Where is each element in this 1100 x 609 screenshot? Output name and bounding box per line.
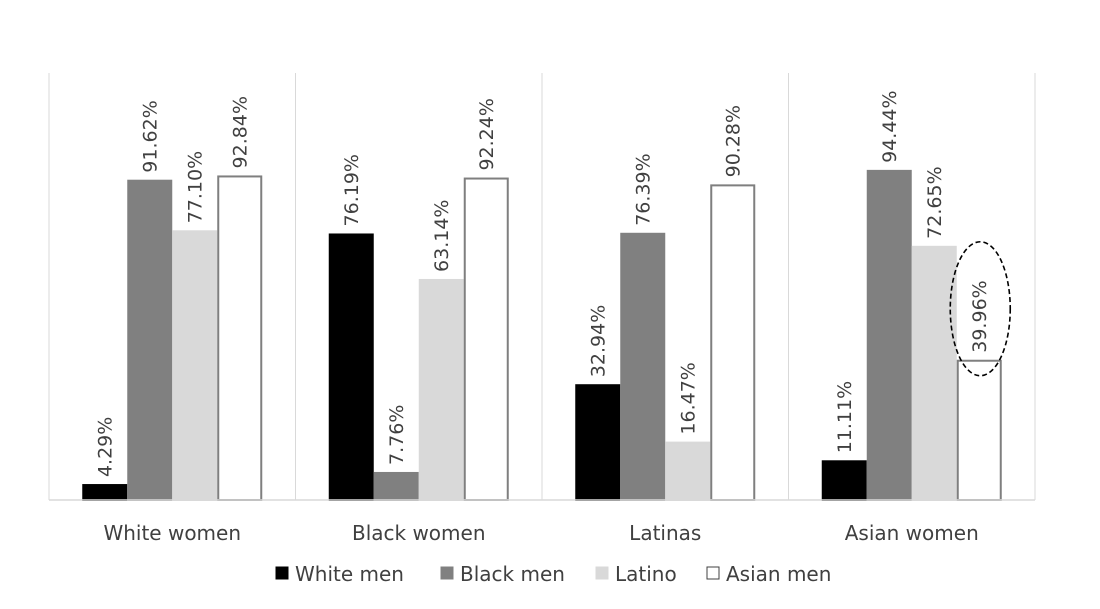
- legend-swatch: [275, 566, 289, 580]
- data-label: 94.44%: [879, 90, 901, 162]
- bar: [821, 460, 867, 501]
- legend-swatch: [440, 566, 454, 580]
- data-label: 16.47%: [678, 362, 700, 434]
- legend-label: White men: [295, 562, 404, 586]
- x-tick-label: Latinas: [629, 521, 701, 545]
- bar: [172, 230, 218, 502]
- x-tick-label: Asian women: [845, 521, 979, 545]
- data-label: 32.94%: [588, 305, 610, 377]
- legend-swatch: [595, 566, 609, 580]
- legend-label: Black men: [460, 562, 565, 586]
- legend-label: Latino: [615, 562, 677, 586]
- data-label: 92.24%: [476, 98, 498, 170]
- bar: [866, 169, 912, 502]
- data-label: 91.62%: [140, 100, 162, 172]
- x-tick-label: White women: [103, 521, 241, 545]
- bar: [911, 245, 957, 501]
- x-tick-label: Black women: [352, 521, 486, 545]
- data-label: 92.84%: [230, 96, 252, 168]
- highlight-ellipse: [949, 240, 1012, 377]
- bar: [328, 233, 374, 501]
- data-label: 90.28%: [723, 105, 745, 177]
- bar: [575, 384, 621, 501]
- data-label: 77.10%: [185, 151, 207, 223]
- bar: [127, 179, 173, 501]
- data-label: 11.11%: [834, 381, 856, 453]
- bar: [418, 278, 464, 501]
- bar: [217, 175, 263, 501]
- data-label: 72.65%: [924, 166, 946, 238]
- data-label: 39.96%: [969, 280, 991, 352]
- data-label: 7.76%: [386, 405, 408, 465]
- data-label: 63.14%: [431, 200, 453, 272]
- bar: [665, 441, 711, 501]
- data-label: 4.29%: [95, 417, 117, 477]
- bar: [710, 184, 756, 501]
- bar: [463, 177, 509, 501]
- data-label: 76.19%: [341, 154, 363, 226]
- bar: [82, 484, 128, 501]
- legend-swatch: [706, 566, 720, 580]
- bar: [373, 471, 419, 501]
- bar: [620, 232, 666, 501]
- data-label: 76.39%: [633, 153, 655, 225]
- legend-label: Asian men: [726, 562, 831, 586]
- bar: [956, 359, 1002, 502]
